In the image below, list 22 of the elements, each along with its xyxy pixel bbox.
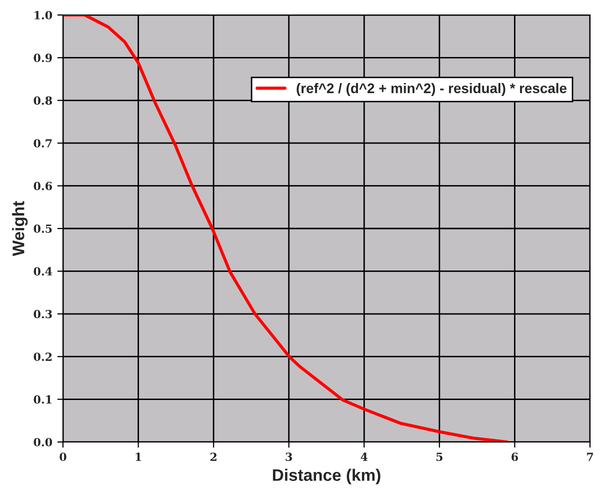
y-tick-label: 0.0 (34, 438, 52, 446)
y-tick-label: 1.0 (34, 10, 52, 20)
y-axis-title: Weight (12, 201, 28, 256)
x-tick-label: 6 (512, 452, 518, 462)
x-tick-label: 2 (210, 452, 216, 461)
y-tick-label: 0.9 (34, 54, 52, 62)
y-tick-label: 0.7 (34, 139, 52, 148)
x-tick-label: 1 (136, 452, 142, 461)
x-tick-label: 5 (436, 452, 442, 462)
x-tick-label: 7 (587, 452, 593, 461)
x-axis-title: Distance (km) (272, 468, 380, 484)
y-tick-label: 0.2 (34, 352, 52, 361)
legend-label: (ref^2 / (d^2 + min^2) - residual) * rescale (296, 83, 566, 96)
y-tick-label: 0.1 (34, 395, 52, 404)
y-tick-label: 0.6 (34, 182, 52, 190)
y-tick-label: 0.5 (34, 224, 52, 233)
y-tick-label: 0.4 (34, 267, 52, 276)
y-tick-label: 0.3 (34, 310, 52, 318)
x-tick-label: 0 (60, 452, 66, 462)
x-tick-label: 3 (286, 452, 292, 462)
x-tick-label: 4 (360, 452, 368, 461)
y-tick-label: 0.8 (34, 96, 52, 105)
